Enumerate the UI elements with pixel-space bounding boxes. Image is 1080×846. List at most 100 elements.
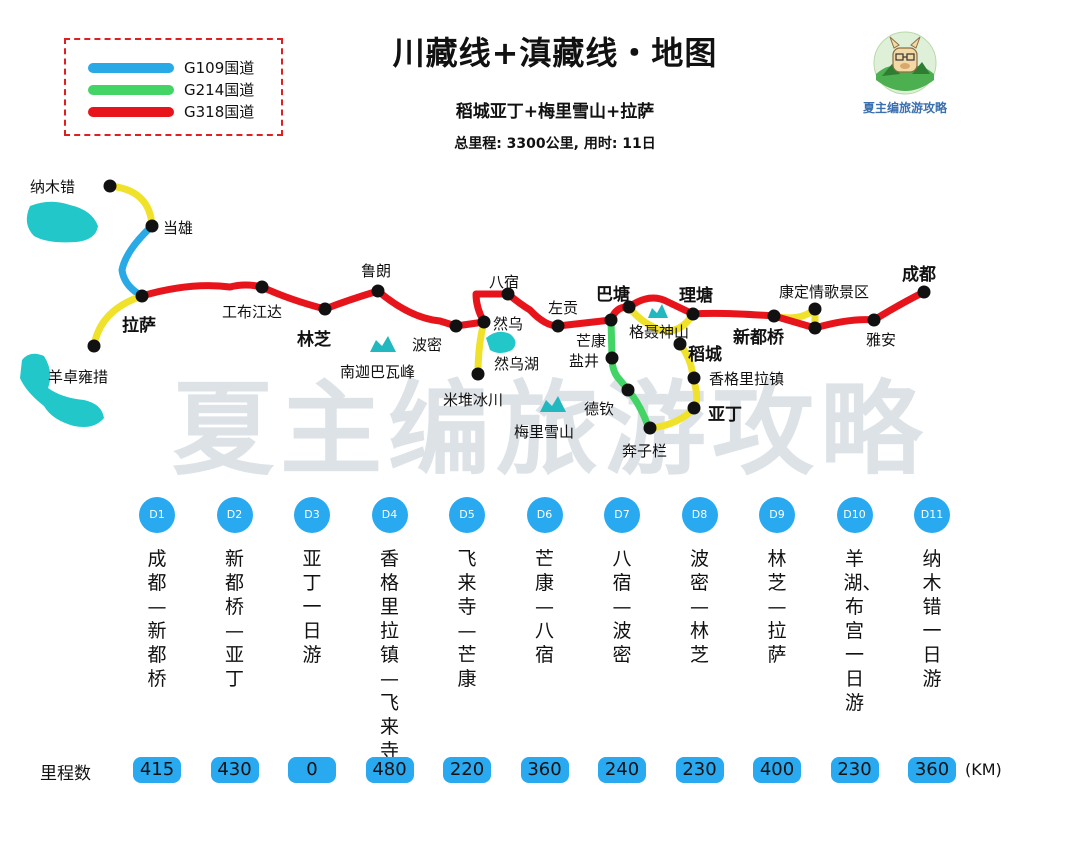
day-route: 波密—林芝 xyxy=(689,548,709,666)
day-badge: D1 xyxy=(139,497,175,533)
node-xinduqiao xyxy=(767,309,781,323)
node-namucuo xyxy=(103,179,117,193)
label-deqin: 德钦 xyxy=(584,400,615,418)
mileage-pill: 230 xyxy=(675,757,724,783)
node-linzhi xyxy=(318,302,332,316)
node-gongbu xyxy=(255,280,269,294)
day-column: D7 八宿—波密 xyxy=(599,497,645,667)
day-badge: D9 xyxy=(759,497,795,533)
label-mangkang: 芒康 xyxy=(576,332,607,350)
label-litang: 理塘 xyxy=(679,286,713,306)
day-badge: D3 xyxy=(294,497,330,533)
legend-swatch-g318 xyxy=(88,107,174,117)
day-route: 成都—新都桥 xyxy=(147,548,167,690)
day-badge: D7 xyxy=(604,497,640,533)
node-yangzhuo xyxy=(87,339,101,353)
label-ranwu: 然乌 xyxy=(493,315,524,333)
mileage-pill: 230 xyxy=(830,757,879,783)
day-route: 林芝—拉萨 xyxy=(767,548,787,666)
label-zuogong: 左贡 xyxy=(548,299,579,317)
legend-label-g318: G318国道 xyxy=(184,103,255,121)
map-subtitle: 稻城亚丁+梅里雪山+拉萨 xyxy=(455,102,655,122)
label-meili: 梅里雪山 xyxy=(514,423,575,441)
day-route: 芒康—八宿 xyxy=(534,548,554,666)
node-chengdu xyxy=(917,285,931,299)
node-basu xyxy=(501,287,515,301)
route-nodes xyxy=(87,179,931,435)
day-route: 羊湖、布宫一日游 xyxy=(843,548,882,714)
day-column: D10 羊湖、布宫一日游 xyxy=(832,497,882,715)
label-lulang: 鲁朗 xyxy=(361,262,392,280)
day-badge: D8 xyxy=(681,497,718,533)
day-badge: D5 xyxy=(449,497,485,533)
node-benzilan xyxy=(643,421,657,435)
node-batang xyxy=(622,300,636,314)
label-benzilan: 奔子栏 xyxy=(622,442,668,460)
ranwu-lake-icon xyxy=(486,331,516,353)
label-yaan: 雅安 xyxy=(866,331,897,349)
watermark-text: 夏主编旅游攻略 xyxy=(172,371,928,490)
node-xianggelila xyxy=(687,371,701,385)
label-namucuo: 纳木错 xyxy=(30,178,76,196)
namjagbarwa-mountain-icon xyxy=(370,336,396,352)
node-daocheng xyxy=(673,337,687,351)
node-mangkang xyxy=(604,313,618,327)
day-route: 八宿—波密 xyxy=(612,548,632,666)
label-linzhi: 林芝 xyxy=(297,330,331,350)
mileage-pill: 240 xyxy=(598,757,646,783)
mileage-unit: (KM) xyxy=(965,760,1002,779)
label-xianggelila: 香格里拉镇 xyxy=(709,370,785,388)
alpaca-logo-icon xyxy=(873,31,937,95)
mileage-pill: 430 xyxy=(210,757,259,783)
day-route: 新都桥—亚丁 xyxy=(224,548,244,690)
day-column: D1 成都—新都桥 xyxy=(134,497,180,691)
label-ranwuhu: 然乌湖 xyxy=(494,355,540,373)
legend-label-g214: G214国道 xyxy=(184,81,255,99)
legend-box: G109国道 G214国道 G318国道 xyxy=(64,38,283,136)
label-bomi: 波密 xyxy=(412,336,443,354)
legend-swatch-g214 xyxy=(88,85,174,95)
day-badge: D4 xyxy=(371,497,408,533)
label-gongbu: 工布江达 xyxy=(222,303,283,321)
trip-stats: 总里程: 3300公里, 用时: 11日 xyxy=(454,136,656,152)
mileage-pill: 480 xyxy=(365,757,414,783)
label-xinduqiao: 新都桥 xyxy=(733,328,784,348)
mileage-label: 里程数 xyxy=(40,764,91,784)
day-column: D5 飞来寺—芒康 xyxy=(444,497,490,691)
node-ranwu xyxy=(477,315,491,329)
node-yading xyxy=(687,401,701,415)
g109-route-line xyxy=(118,222,156,300)
yangzhuo-lake-icon xyxy=(20,353,104,427)
node-litang xyxy=(686,307,700,321)
label-yanjing: 盐井 xyxy=(569,352,600,370)
label-namjagbarwa: 南迦巴瓦峰 xyxy=(340,363,416,381)
mileage-pill: 360 xyxy=(908,757,956,783)
day-badge: D11 xyxy=(914,497,950,533)
node-midui xyxy=(471,367,485,381)
node-dangxiong xyxy=(145,219,159,233)
day-badge: D6 xyxy=(526,497,563,533)
label-midui: 米堆冰川 xyxy=(443,391,504,409)
node-deqin xyxy=(621,383,635,397)
logo-text: 夏主编旅游攻略 xyxy=(862,101,947,115)
label-yading: 亚丁 xyxy=(708,405,742,425)
label-genie: 格聂神山 xyxy=(629,323,690,341)
label-dangxiong: 当雄 xyxy=(163,219,194,237)
day-route: 飞来寺—芒康 xyxy=(457,548,477,690)
label-batang: 巴塘 xyxy=(596,285,630,305)
label-basu: 八宿 xyxy=(489,273,520,291)
day-column: D8 波密—林芝 xyxy=(677,497,723,667)
day-column: D9 林芝—拉萨 xyxy=(754,497,800,667)
mileage-pill: 0 xyxy=(288,757,336,783)
legend-swatch-g109 xyxy=(88,63,174,73)
map-title: 川藏线+滇藏线・地图 xyxy=(392,34,718,72)
node-yaan xyxy=(867,313,881,327)
genie-mountain-icon xyxy=(648,304,668,318)
day-badge: D2 xyxy=(216,497,253,533)
namucuo-lake-icon xyxy=(26,201,98,243)
route-map xyxy=(20,179,931,435)
label-lasa: 拉萨 xyxy=(122,316,156,336)
node-kangding xyxy=(808,302,822,316)
node-zuogong xyxy=(551,319,565,333)
